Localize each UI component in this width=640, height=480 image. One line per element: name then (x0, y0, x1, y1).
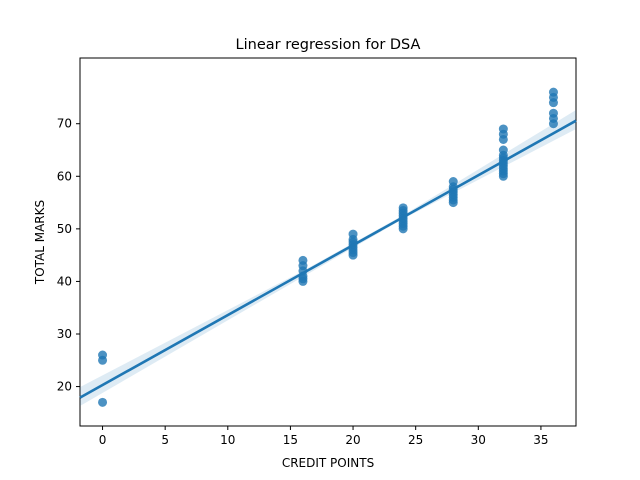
data-point (548, 98, 558, 108)
axes-frame (79, 57, 577, 427)
data-point (498, 171, 508, 181)
x-tick-label: 20 (345, 433, 360, 447)
x-tick-label: 10 (220, 433, 235, 447)
data-point (98, 397, 108, 407)
x-axis-label: CREDIT POINTS (282, 456, 374, 470)
x-tick-label: 25 (408, 433, 423, 447)
data-point (548, 119, 558, 129)
data-point (398, 224, 408, 234)
x-tick-label: 35 (533, 433, 548, 447)
x-tick-label: 15 (283, 433, 298, 447)
y-tick-label: 20 (57, 380, 72, 394)
y-tick-label: 40 (57, 274, 72, 288)
data-point (498, 134, 508, 144)
regression-line (79, 119, 577, 399)
chart-title: Linear regression for DSA (236, 37, 421, 53)
data-point (298, 276, 308, 286)
y-tick-label: 70 (57, 117, 72, 131)
y-axis-label: TOTAL MARKS (33, 200, 47, 285)
data-point (98, 355, 108, 365)
y-tick-label: 30 (57, 327, 72, 341)
x-axis-ticks: 0 5 10 15 20 25 30 35 (99, 426, 549, 447)
data-point (348, 250, 358, 260)
y-axis-ticks: 20 30 40 50 60 70 (57, 117, 80, 394)
data-point (448, 198, 458, 208)
x-tick-label: 30 (471, 433, 486, 447)
y-tick-label: 50 (57, 222, 72, 236)
x-tick-label: 0 (99, 433, 107, 447)
plot-area (79, 57, 577, 427)
y-tick-label: 60 (57, 169, 72, 183)
x-tick-label: 5 (161, 433, 169, 447)
regression-line-group (79, 119, 577, 399)
